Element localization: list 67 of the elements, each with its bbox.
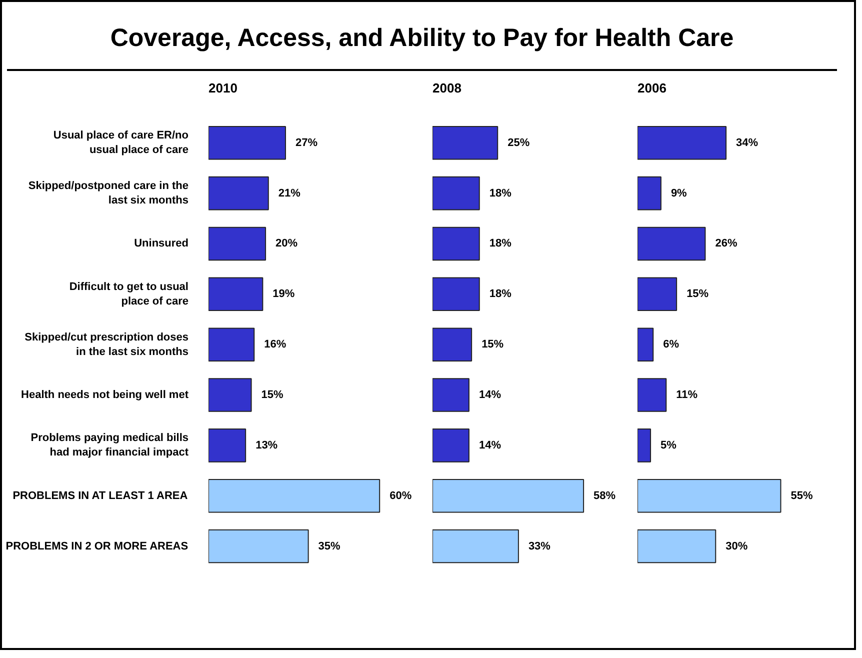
data-label: 14% <box>478 439 502 452</box>
bar <box>638 276 678 311</box>
data-label: 60% <box>390 490 412 502</box>
bar <box>638 126 727 160</box>
y-tick-label: PROBLEMS IN 2 OR MORE AREAS <box>6 540 188 552</box>
y-tick-label: Problems paying medical bills had major financial impact <box>30 432 189 458</box>
data-label: 55% <box>790 490 813 502</box>
y-tick-label: Usual place of care ER/no usual place of care <box>53 129 189 156</box>
bar <box>208 529 309 563</box>
bar <box>208 176 269 210</box>
data-label: 21% <box>278 187 301 200</box>
bar <box>432 478 584 512</box>
bar <box>208 276 264 311</box>
y-tick-label: Skipped/cut prescription doses in the last six months <box>24 331 189 358</box>
data-label: 18% <box>489 187 512 200</box>
bar <box>432 378 470 412</box>
data-label: 6% <box>663 338 680 350</box>
data-label: 9% <box>670 187 688 200</box>
bar <box>638 529 716 563</box>
chart-subtitle: 2006 <box>638 80 666 96</box>
data-label: 15% <box>686 288 709 300</box>
data-label: 15% <box>261 388 284 401</box>
data-label: 34% <box>736 136 758 149</box>
data-label: 25% <box>508 136 530 149</box>
bar <box>432 327 472 362</box>
chart-subtitle: 2008 <box>432 80 462 96</box>
data-label: 18% <box>489 237 512 250</box>
bar <box>208 428 246 462</box>
bar <box>638 478 782 512</box>
y-tick-label: Health needs not being well met <box>21 388 189 401</box>
bar <box>208 378 252 412</box>
data-label: 11% <box>676 388 698 401</box>
chart-subtitle: 2010 <box>208 80 238 96</box>
bar <box>208 478 380 512</box>
data-label: 15% <box>482 338 504 350</box>
bar <box>208 126 286 160</box>
data-label: 33% <box>528 540 551 552</box>
bar <box>638 176 662 210</box>
data-label: 13% <box>256 439 278 452</box>
bar <box>432 226 480 260</box>
bar <box>638 428 652 462</box>
data-label: 20% <box>276 237 298 250</box>
bar <box>432 276 480 311</box>
bar <box>638 378 667 412</box>
data-label: 5% <box>660 439 677 452</box>
data-label: 19% <box>272 288 295 300</box>
y-tick-label: PROBLEMS IN AT LEAST 1 AREA <box>12 490 188 502</box>
data-label: 16% <box>264 338 286 350</box>
chart-title: Coverage, Access, and Ability to Pay for Health Care <box>110 23 734 54</box>
data-label: 35% <box>318 540 341 552</box>
bar <box>638 327 654 362</box>
bar <box>208 327 255 362</box>
bar <box>432 176 480 210</box>
y-tick-label: Skipped/postponed care in the last six months <box>28 180 189 206</box>
data-label: 58% <box>594 490 616 502</box>
data-label: 14% <box>478 388 502 401</box>
bar <box>432 529 519 563</box>
bar <box>208 226 266 260</box>
data-label: 18% <box>489 288 512 300</box>
bar <box>432 428 470 462</box>
y-tick-label: Uninsured <box>134 237 189 250</box>
bar <box>638 226 706 260</box>
y-tick-label: Difficult to get to usual place of care <box>69 280 189 308</box>
bar <box>432 126 498 160</box>
data-label: 30% <box>726 540 748 552</box>
data-label: 26% <box>715 237 738 250</box>
data-label: 27% <box>295 136 318 149</box>
